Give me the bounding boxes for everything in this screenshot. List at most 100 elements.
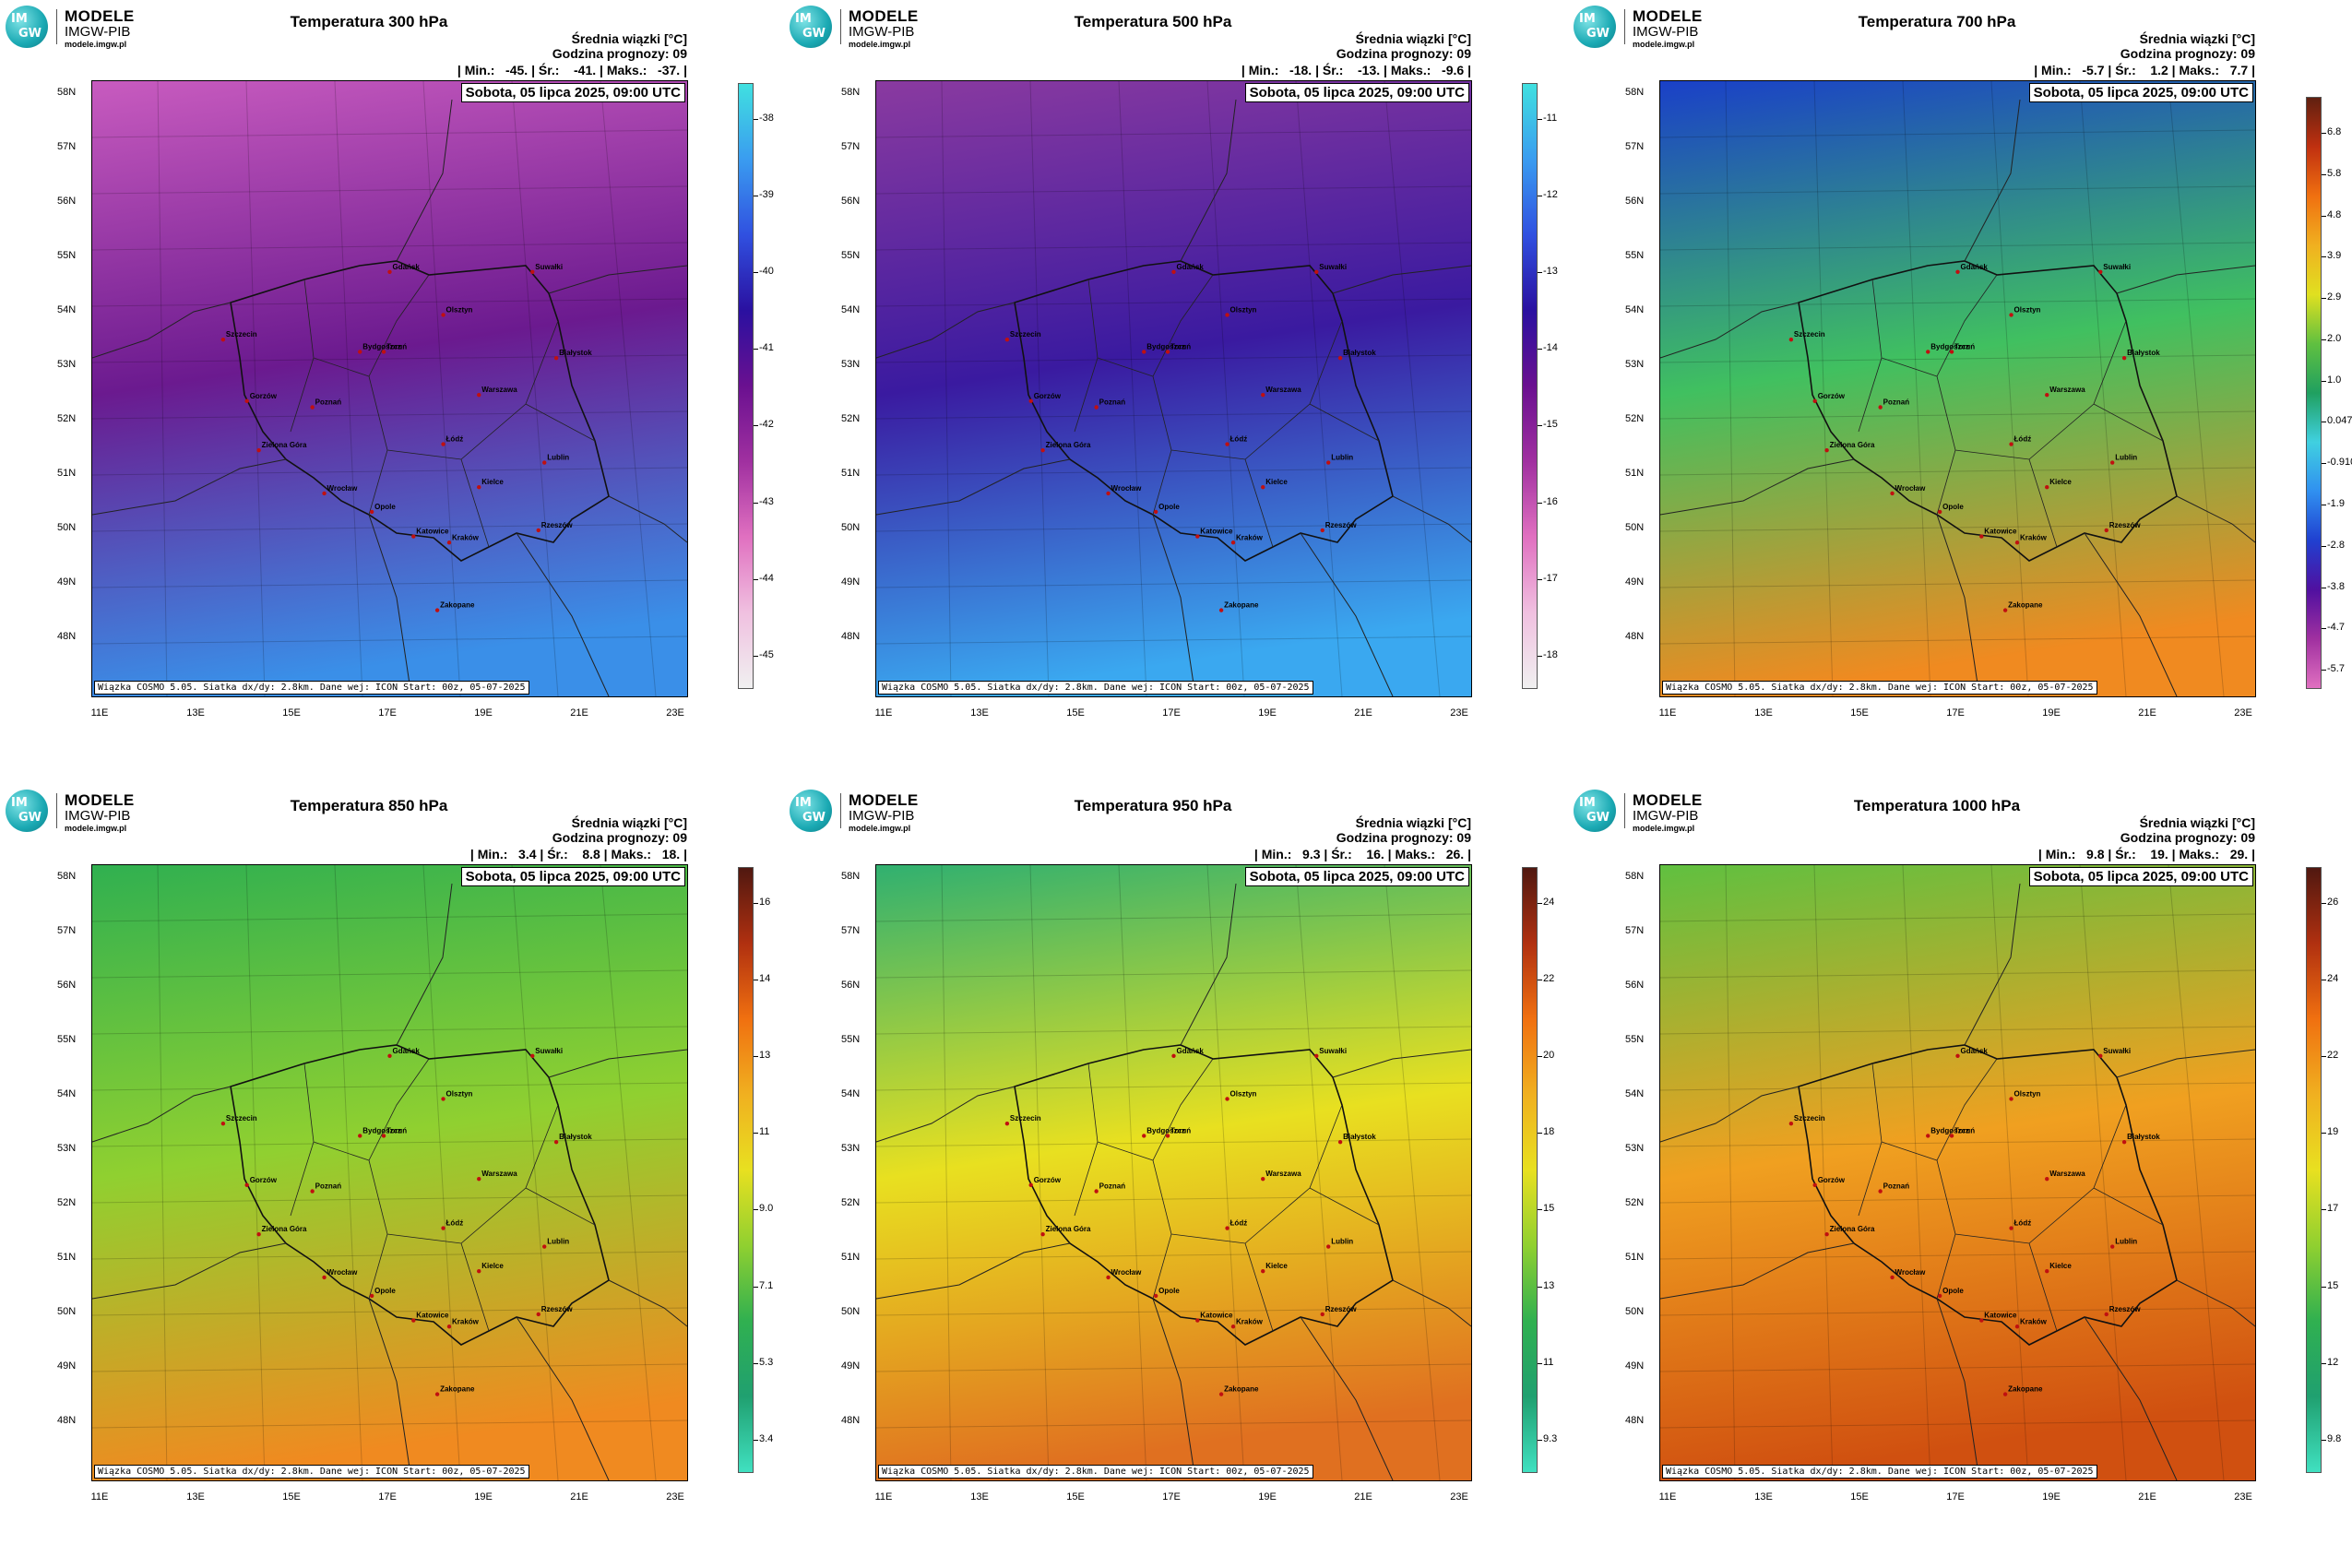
parallel-line — [876, 969, 1471, 979]
longitude-label: 11E — [1658, 707, 1677, 719]
colorbar-tick-label: 5.8 — [2321, 167, 2342, 179]
parallel-line — [1660, 467, 2255, 476]
ensemble-label: Średnia wiązki [°C] — [2139, 815, 2255, 830]
temperature-field — [1660, 81, 2255, 696]
city-label: Gdańsk — [1961, 1047, 1989, 1055]
parallel-line — [876, 354, 1471, 363]
city-label: Toruń — [1954, 1126, 1975, 1134]
city-label: Wrocław — [1111, 484, 1143, 493]
logo-mark-top: IM — [11, 12, 28, 26]
imgw-logo[interactable]: IM GW MODELE IMGW-PIB modele.imgw.pl — [790, 790, 928, 834]
city-label: Suwałki — [535, 263, 563, 271]
neighbour-borders — [92, 883, 687, 1480]
voivodeship-borders — [1858, 1058, 2164, 1332]
temperature-map[interactable]: Gdańsk Olsztyn Suwałki Szczecin Bydgoszcz Tor… — [1659, 864, 2256, 1481]
meridian-line — [1206, 865, 1245, 1480]
imgw-logo-icon: IM GW — [790, 790, 832, 832]
parallel-line — [1660, 242, 2255, 251]
imgw-logo[interactable]: IM GW MODELE IMGW-PIB modele.imgw.pl — [790, 6, 928, 50]
parallel-line — [92, 523, 687, 532]
city-marker — [536, 528, 540, 533]
longitude-label: 17E — [1162, 1491, 1181, 1503]
logo-line1: MODELE — [65, 7, 135, 25]
meridian-line — [1813, 865, 1834, 1480]
colorbar-tick-label: -44 — [754, 572, 774, 584]
colorbar-tick-label: 11 — [1537, 1356, 1554, 1368]
city-marker — [477, 1176, 481, 1182]
colorbar-tick-label: 11 — [753, 1126, 770, 1138]
longitude-label: 17E — [1946, 1491, 1965, 1503]
meridian-line — [1990, 865, 2029, 1480]
colorbar-tick-label: 6.8 — [2321, 126, 2342, 137]
city-label: Katowice — [416, 1312, 449, 1320]
meridian-line — [1206, 81, 1245, 696]
parallel-line — [1660, 523, 2255, 532]
latitude-label: 56N — [57, 196, 77, 207]
city-marker — [310, 405, 315, 410]
city-label: Poznań — [315, 398, 342, 407]
city-label: Suwałki — [1319, 1047, 1347, 1055]
model-footer: Wiązka COSMO 5.05. Siatka dx/dy: 2.8km. … — [94, 1465, 529, 1479]
city-label: Toruń — [1170, 342, 1191, 350]
city-label: Olsztyn — [446, 305, 473, 314]
neighbour-borders — [92, 99, 687, 696]
imgw-logo[interactable]: IM GW MODELE IMGW-PIB modele.imgw.pl — [1574, 790, 1712, 834]
temperature-map[interactable]: Gdańsk Olsztyn Suwałki Szczecin Bydgoszcz Tor… — [875, 80, 1472, 697]
meridian-line — [1295, 865, 1343, 1480]
city-label: Gdańsk — [1177, 1047, 1205, 1055]
city-label: Zakopane — [2008, 1385, 2043, 1394]
city-marker — [1040, 1232, 1045, 1237]
meridian-line — [1813, 81, 1834, 696]
city-marker — [1926, 350, 1930, 354]
colorbar-tick-label: -5.7 — [2322, 663, 2345, 675]
colorbar-tick-label: -17 — [1538, 572, 1558, 584]
temperature-map[interactable]: Gdańsk Olsztyn Suwałki Szczecin Bydgoszcz Tor… — [875, 864, 1472, 1481]
latitude-label: 55N — [57, 250, 77, 261]
city-marker — [1004, 1121, 1010, 1126]
city-marker — [411, 1318, 416, 1323]
city-marker — [2121, 1139, 2127, 1145]
meridian-line — [157, 865, 168, 1480]
city-label: Lublin — [2115, 1238, 2137, 1246]
meridian-line — [2079, 81, 2127, 696]
city-marker — [446, 540, 452, 545]
latitude-label: 58N — [1625, 87, 1645, 98]
city-marker — [434, 1392, 440, 1396]
imgw-logo[interactable]: IM GW MODELE IMGW-PIB modele.imgw.pl — [6, 790, 144, 834]
colorbar — [2306, 97, 2322, 689]
longitude-label: 23E — [1450, 1491, 1468, 1503]
latitude-label: 58N — [1625, 871, 1645, 882]
colorbar — [1522, 83, 1538, 689]
colorbar-tick-label: -43 — [754, 495, 774, 507]
colorbar-tick-label: 26 — [2321, 897, 2339, 908]
colorbar-tick-label: -38 — [754, 113, 774, 124]
temperature-map[interactable]: Gdańsk Olsztyn Suwałki Szczecin Bydgoszcz Tor… — [91, 864, 688, 1481]
parallel-line — [1660, 185, 2255, 195]
valid-time-box: Sobota, 05 lipca 2025, 09:00 UTC — [2028, 83, 2253, 102]
imgw-logo[interactable]: IM GW MODELE IMGW-PIB modele.imgw.pl — [6, 6, 144, 50]
city-label: Kraków — [1236, 533, 1264, 541]
city-marker — [2009, 1226, 2013, 1230]
parallel-line — [92, 913, 687, 922]
temperature-map[interactable]: Gdańsk Olsztyn Suwałki Szczecin Bydgoszcz Tor… — [91, 80, 688, 697]
city-marker — [1337, 355, 1343, 361]
imgw-logo[interactable]: IM GW MODELE IMGW-PIB modele.imgw.pl — [1574, 6, 1712, 50]
forecast-panel: IM GW MODELE IMGW-PIB modele.imgw.pl Temperat… — [784, 0, 1568, 784]
city-label: Zakopane — [1224, 601, 1259, 610]
city-label: Zakopane — [2008, 601, 2043, 610]
city-label: Warszawa — [2049, 1170, 2085, 1178]
temperature-map[interactable]: Gdańsk Olsztyn Suwałki Szczecin Bydgoszcz Tor… — [1659, 80, 2256, 697]
latitude-label: 57N — [1625, 925, 1645, 936]
stats-line: | Min.: -5.7 | Śr.: 1.2 | Maks.: 7.7 | — [2034, 63, 2255, 77]
panel-title: Temperatura 1000 hPa — [1853, 797, 2021, 814]
stats-line: | Min.: 9.8 | Śr.: 19. | Maks.: 29. | — [2037, 847, 2255, 861]
panel-title: Temperatura 300 hPa — [290, 13, 448, 30]
city-marker — [256, 1232, 261, 1237]
parallel-line — [1660, 579, 2255, 588]
parallel-line — [1660, 354, 2255, 363]
city-label: Białystok — [559, 349, 592, 357]
city-label: Katowice — [1984, 528, 2017, 536]
colorbar-tick-label: -15 — [1538, 419, 1558, 431]
parallel-line — [92, 410, 687, 420]
latitude-label: 49N — [57, 576, 77, 588]
